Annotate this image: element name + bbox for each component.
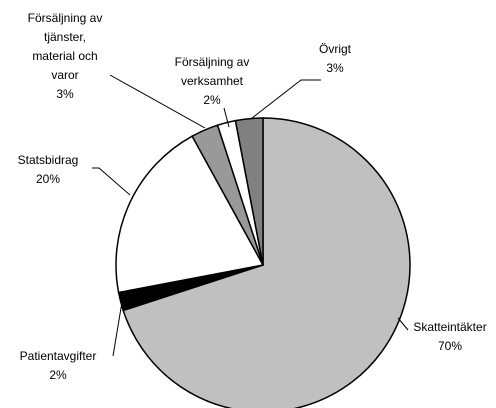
value-label: 3% [326, 61, 344, 75]
pie-slice [115, 135, 265, 294]
pie-slice [122, 117, 411, 408]
value-label: 70% [437, 339, 463, 353]
leader-line [223, 107, 230, 128]
leader-line [92, 167, 131, 196]
category-label: Försäljning av tjänster, material och va… [27, 11, 103, 82]
slice-label: Försäljning av verksamhet 2% [168, 53, 256, 110]
category-label: Försäljning av verksamhet [174, 55, 250, 88]
category-label: Skatteintäkter [413, 320, 487, 334]
value-label: 20% [35, 172, 61, 186]
category-label: Statsbidrag [17, 153, 79, 167]
slice-label: Skatteintäkter 70% [400, 318, 496, 356]
leader-line [112, 301, 123, 357]
leader-line [251, 79, 321, 119]
leader-line [397, 317, 409, 331]
slice-label: Statsbidrag 20% [0, 151, 96, 189]
category-label: Patientavgifter [19, 349, 97, 363]
slice-label: Övrigt 3% [300, 40, 370, 78]
slice-label: Patientavgifter 2% [8, 347, 108, 385]
value-label: 2% [49, 368, 67, 382]
pie-slice [234, 117, 264, 266]
value-label: 2% [203, 93, 221, 107]
category-label: Övrigt [318, 42, 351, 56]
slice-label: Försäljning av tjänster, material och va… [22, 9, 108, 104]
value-label: 3% [56, 87, 74, 101]
leader-line [109, 74, 206, 129]
